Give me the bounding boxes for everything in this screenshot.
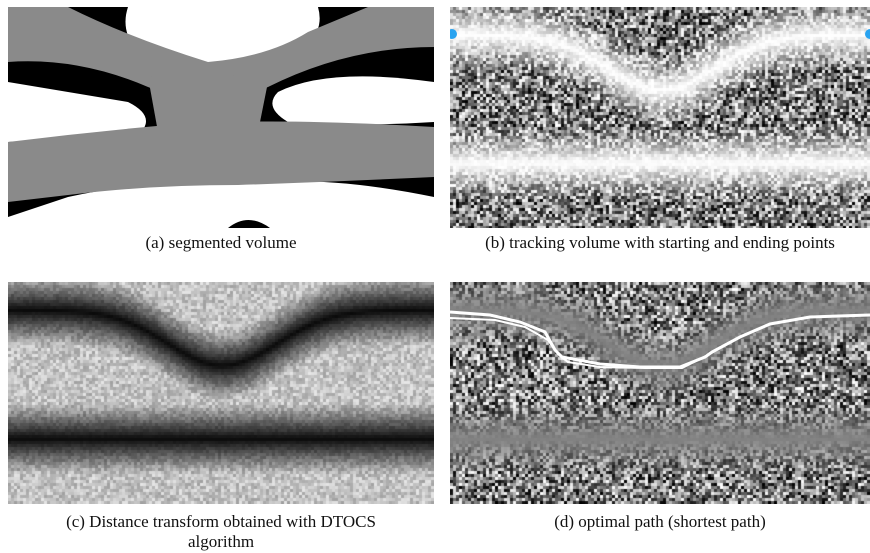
starting-point-marker (450, 29, 457, 39)
panel-c-distance-transform (8, 282, 434, 504)
segmented-volume-image (8, 7, 434, 228)
endpoint-markers (450, 29, 870, 39)
tracking-volume-image (450, 7, 870, 228)
ending-point-marker (865, 29, 870, 39)
vessel-band-upper (8, 7, 434, 100)
caption-panel-c: (c) Distance transform obtained with DTO… (66, 512, 376, 551)
caption-panel-d: (d) optimal path (shortest path) (554, 512, 766, 531)
shortest-path-line (450, 310, 870, 369)
vessel-junction (148, 73, 268, 135)
caption-panel-b: (b) tracking volume with starting and en… (485, 233, 835, 252)
vessel-band-lower (8, 121, 434, 202)
white-region-left (8, 82, 146, 142)
shortest-path-overlay (450, 310, 870, 369)
white-region-right (272, 76, 434, 125)
shortest-path-line-secondary (450, 317, 731, 369)
small-black-blob-bottom (228, 220, 270, 228)
distance-transform-image (8, 282, 434, 504)
caption-panel-a: (a) segmented volume (145, 233, 297, 252)
panel-d-optimal-path (450, 282, 870, 504)
panel-b-tracking-volume (450, 7, 870, 228)
white-region-bottom (8, 181, 434, 228)
panel-a-segmented-volume (8, 7, 434, 228)
